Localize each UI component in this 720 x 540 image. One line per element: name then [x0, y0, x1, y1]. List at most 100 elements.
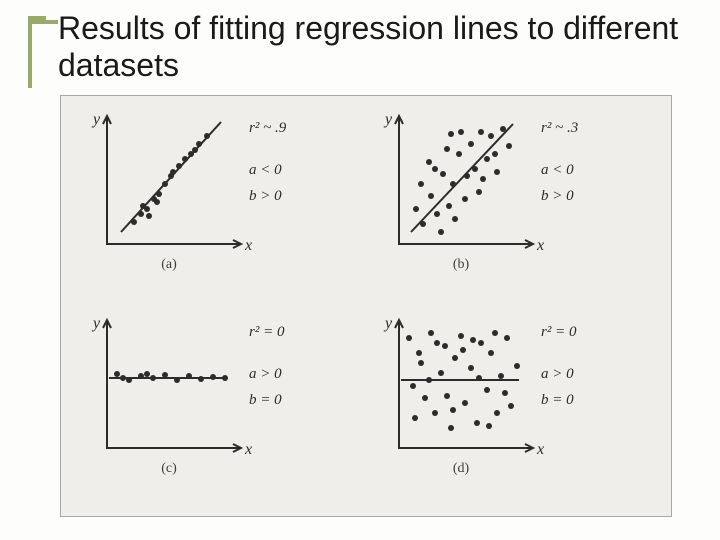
- x-label: x: [244, 237, 252, 254]
- regression-line: [411, 124, 513, 232]
- data-point: [444, 393, 450, 399]
- data-point: [488, 133, 494, 139]
- data-point: [146, 213, 152, 219]
- data-point: [126, 377, 132, 383]
- regression-panels-svg: yx(a)r² ~ .9a < 0b > 0yx(b)r² ~ .3a < 0b…: [61, 96, 671, 516]
- a-label: a > 0: [541, 366, 574, 382]
- data-point: [162, 181, 168, 187]
- data-point: [502, 390, 508, 396]
- fig-label: (c): [161, 461, 177, 476]
- axes: [399, 322, 531, 448]
- data-point: [444, 146, 450, 152]
- r2-label: r² = 0: [249, 324, 285, 340]
- data-point: [422, 395, 428, 401]
- data-point: [162, 372, 168, 378]
- data-point: [478, 129, 484, 135]
- data-point: [472, 166, 478, 172]
- data-point: [456, 151, 462, 157]
- data-point: [506, 143, 512, 149]
- data-point: [476, 375, 482, 381]
- data-point: [426, 377, 432, 383]
- data-point: [182, 156, 188, 162]
- data-point: [406, 335, 412, 341]
- fig-label: (a): [161, 257, 177, 272]
- fig-label: (d): [453, 461, 470, 476]
- data-point: [494, 169, 500, 175]
- data-point: [420, 221, 426, 227]
- data-point: [514, 363, 520, 369]
- data-point: [494, 410, 500, 416]
- data-point: [458, 129, 464, 135]
- fig-label: (b): [453, 257, 470, 272]
- data-point: [484, 387, 490, 393]
- data-point: [434, 340, 440, 346]
- data-point: [464, 173, 470, 179]
- data-point: [432, 166, 438, 172]
- data-point: [428, 330, 434, 336]
- data-point: [450, 407, 456, 413]
- data-point: [426, 159, 432, 165]
- data-point: [140, 203, 146, 209]
- y-label: y: [91, 111, 101, 128]
- data-point: [486, 423, 492, 429]
- data-point: [458, 333, 464, 339]
- data-point: [418, 181, 424, 187]
- b-label: b > 0: [249, 188, 282, 204]
- data-point: [492, 330, 498, 336]
- data-point: [468, 365, 474, 371]
- data-point: [462, 400, 468, 406]
- data-point: [198, 376, 204, 382]
- data-point: [438, 370, 444, 376]
- data-point: [492, 151, 498, 157]
- a-label: a < 0: [249, 162, 282, 178]
- data-point: [170, 169, 176, 175]
- panel-c: yx(c)r² = 0a > 0b = 0: [91, 315, 285, 476]
- data-point: [452, 355, 458, 361]
- panel-b: yx(b)r² ~ .3a < 0b > 0: [383, 111, 578, 272]
- data-point: [210, 374, 216, 380]
- b-label: b = 0: [249, 392, 282, 408]
- data-point: [410, 383, 416, 389]
- panel-a: yx(a)r² ~ .9a < 0b > 0: [91, 111, 287, 272]
- data-point: [462, 196, 468, 202]
- data-point: [468, 141, 474, 147]
- a-label: a > 0: [249, 366, 282, 382]
- a-label: a < 0: [541, 162, 574, 178]
- data-point: [446, 203, 452, 209]
- data-point: [222, 375, 228, 381]
- r2-label: r² ~ .3: [541, 120, 578, 136]
- page-title: Results of fitting regression lines to d…: [58, 10, 720, 84]
- x-label: x: [536, 237, 544, 254]
- data-point: [138, 211, 144, 217]
- data-point: [204, 133, 210, 139]
- b-label: b > 0: [541, 188, 574, 204]
- data-point: [498, 373, 504, 379]
- data-point: [460, 347, 466, 353]
- y-label: y: [383, 315, 393, 332]
- b-label: b = 0: [541, 392, 574, 408]
- title-accent-bracket: [28, 16, 46, 88]
- data-point: [450, 181, 456, 187]
- data-point: [442, 343, 448, 349]
- data-point: [114, 371, 120, 377]
- data-point: [440, 171, 446, 177]
- data-point: [186, 373, 192, 379]
- data-point: [144, 371, 150, 377]
- data-point: [428, 193, 434, 199]
- data-point: [413, 206, 419, 212]
- y-label: y: [91, 315, 101, 332]
- data-point: [448, 425, 454, 431]
- data-point: [500, 126, 506, 132]
- data-point: [131, 219, 137, 225]
- data-point: [412, 415, 418, 421]
- data-point: [452, 216, 458, 222]
- x-label: x: [536, 441, 544, 458]
- data-point: [508, 403, 514, 409]
- data-point: [416, 350, 422, 356]
- data-point: [478, 340, 484, 346]
- data-point: [448, 131, 454, 137]
- panel-d: yx(d)r² = 0a > 0b = 0: [383, 315, 577, 476]
- data-point: [154, 199, 160, 205]
- data-point: [138, 373, 144, 379]
- data-point: [432, 410, 438, 416]
